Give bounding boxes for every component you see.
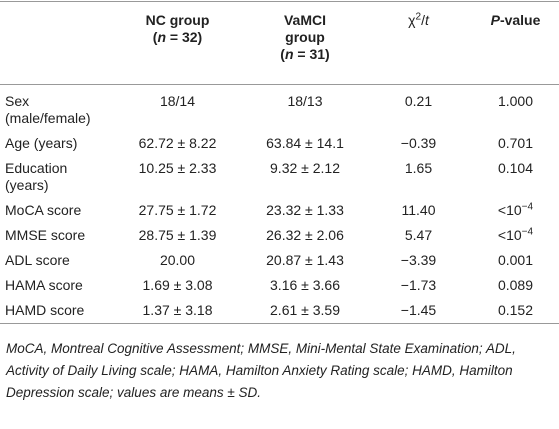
header-text: ( <box>280 46 285 62</box>
table-cell: 5.47 <box>404 227 433 243</box>
header-text: / <box>421 12 425 28</box>
table-cell: 27.75 ± 1.72 <box>138 202 217 218</box>
table-row: MoCA score 27.75 ± 1.72 23.32 ± 1.33 11.40 <… <box>0 198 559 223</box>
footnote: MoCA, Montreal Cognitive Assessment; MMS… <box>6 341 516 400</box>
table-row: Sex (male/female) 18/14 18/13 0.21 1.000 <box>0 85 559 132</box>
table-cell: 10.25 ± 2.33 <box>138 160 217 176</box>
table-cell: 62.72 ± 8.22 <box>138 135 217 151</box>
row-label: Sex (male/female) <box>5 93 91 126</box>
table-cell: −1.45 <box>400 302 437 318</box>
header-text: VaMCI group <box>283 12 326 45</box>
header-cell: P-value <box>472 2 559 85</box>
cell-superscript: −4 <box>521 226 534 238</box>
row-label: Education (years) <box>5 160 68 193</box>
table-cell: −3.39 <box>400 252 437 268</box>
table-cell: 20.00 <box>159 252 196 268</box>
header-text: P <box>490 12 500 28</box>
table-cell: −1.73 <box>400 277 437 293</box>
row-label: MoCA score <box>5 202 82 218</box>
data-table: NC group (n = 32) VaMCI group (n = 31) χ2/… <box>0 1 559 324</box>
table-cell: −0.39 <box>400 135 437 151</box>
header-row: NC group (n = 32) VaMCI group (n = 31) χ2/… <box>0 1 559 85</box>
table-cell: 9.32 ± 2.12 <box>270 160 340 176</box>
header-text: = 31) <box>293 46 330 62</box>
row-label: HAMD score <box>5 302 85 318</box>
header-cell: χ2/t <box>365 2 472 85</box>
table-row: Age (years) 62.72 ± 8.22 63.84 ± 14.1 −0.39… <box>0 131 559 156</box>
header-text: -value <box>499 12 541 28</box>
table-row: HAMA score 1.69 ± 3.08 3.16 ± 3.66 −1.73 0.0… <box>0 273 559 298</box>
table-body: Sex (male/female) 18/14 18/13 0.21 1.000 Age … <box>0 85 559 324</box>
cell-text: <10 <box>497 202 522 218</box>
row-label: ADL score <box>5 252 70 268</box>
table-cell: 28.75 ± 1.39 <box>138 227 217 243</box>
table-cell: 11.40 <box>401 202 436 218</box>
header-cell: VaMCI group (n = 31) <box>245 2 365 85</box>
header-text: ( <box>152 29 158 45</box>
cell-text: <10 <box>497 227 522 243</box>
row-label: Age (years) <box>5 135 78 151</box>
row-label: HAMA score <box>5 277 83 293</box>
table-cell: <10−4 <box>472 198 559 223</box>
header-text: 2 <box>415 11 422 23</box>
row-label: MMSE score <box>5 227 86 243</box>
table-cell: 0.001 <box>497 252 534 268</box>
table-cell: 1.37 ± 3.18 <box>142 302 213 318</box>
corner-cell <box>0 2 110 85</box>
header-text: t <box>424 12 429 28</box>
table-cell: 18/13 <box>287 93 323 109</box>
table-cell: 1.69 ± 3.08 <box>142 277 213 293</box>
table-cell: 1.000 <box>497 93 534 109</box>
table-row: Education (years) 10.25 ± 2.33 9.32 ± 2.12… <box>0 156 559 198</box>
header-text: NC group <box>145 12 210 28</box>
table-cell: 23.32 ± 1.33 <box>266 202 344 218</box>
header-cell: NC group (n = 32) <box>110 2 245 85</box>
table-row: MMSE score 28.75 ± 1.39 26.32 ± 2.06 5.47 <1… <box>0 223 559 248</box>
header-text: n <box>284 46 294 62</box>
table-cell: 18/14 <box>159 93 196 109</box>
table-row: ADL score 20.00 20.87 ± 1.43 −3.39 0.001 <box>0 248 559 273</box>
table-cell: 0.701 <box>497 135 534 151</box>
header-text: = 32) <box>166 29 203 45</box>
table-cell: 0.152 <box>497 302 534 318</box>
table-cell: <10−4 <box>472 223 559 248</box>
header-text: n <box>157 29 167 45</box>
cell-superscript: −4 <box>521 201 534 213</box>
header-text: χ <box>408 12 416 28</box>
table-cell: 3.16 ± 3.66 <box>270 277 340 293</box>
table-cell: 63.84 ± 14.1 <box>266 135 344 151</box>
table-cell: 2.61 ± 3.59 <box>270 302 340 318</box>
table-cell: 20.87 ± 1.43 <box>266 252 344 268</box>
table-cell: 0.089 <box>497 277 534 293</box>
table-cell: 26.32 ± 2.06 <box>266 227 344 243</box>
table-cell: 0.104 <box>497 160 534 176</box>
table-row: HAMD score 1.37 ± 3.18 2.61 ± 3.59 −1.45 0.1… <box>0 298 559 324</box>
table-cell: 0.21 <box>404 93 433 109</box>
table-cell: 1.65 <box>404 160 433 176</box>
